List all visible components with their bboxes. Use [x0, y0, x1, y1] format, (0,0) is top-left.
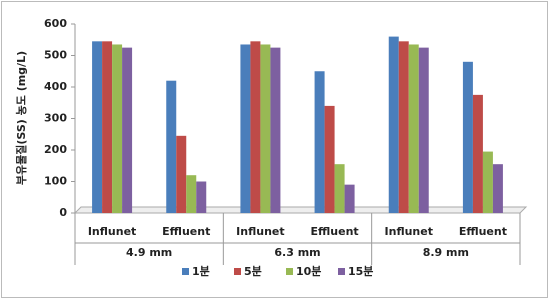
legend-swatch	[234, 268, 241, 275]
y-tick-label: 100	[44, 175, 67, 188]
x-tick-label: Effluent	[162, 225, 210, 238]
y-tick-label: 500	[44, 49, 67, 62]
x-tick-label: Influnet	[385, 225, 433, 238]
bar	[260, 44, 271, 213]
x-tick-label: Effluent	[310, 225, 358, 238]
bar	[388, 36, 399, 213]
bar	[398, 41, 409, 214]
legend-label: 10분	[296, 265, 321, 278]
bar	[314, 71, 325, 213]
bar	[186, 175, 197, 213]
x-tick-label: Influnet	[88, 225, 136, 238]
bar	[408, 44, 419, 213]
y-tick-label: 400	[44, 80, 67, 93]
y-tick-label: 600	[44, 17, 67, 30]
bar	[334, 164, 345, 213]
bar	[270, 47, 281, 213]
bar	[166, 80, 177, 213]
legend-swatch	[286, 268, 293, 275]
y-axis-label: 부유물질(SS) 농도 (mg/L)	[15, 51, 28, 185]
bar	[112, 44, 123, 213]
floor	[73, 206, 528, 214]
legend-label: 1분	[192, 265, 210, 278]
y-tick-label: 200	[44, 143, 67, 156]
bar	[240, 44, 251, 213]
bar	[418, 47, 429, 213]
bar	[250, 41, 261, 214]
bar	[196, 181, 207, 213]
bar	[492, 164, 503, 213]
bar	[462, 61, 473, 213]
legend-swatch	[182, 268, 189, 275]
legend-swatch	[338, 268, 345, 275]
x-tick-label: Effluent	[459, 225, 507, 238]
y-tick-label: 0	[59, 206, 67, 219]
legend-label: 15분	[348, 265, 373, 278]
group-label: 8.9 mm	[423, 246, 469, 259]
group-label: 6.3 mm	[274, 246, 320, 259]
bar	[92, 41, 103, 214]
bar	[176, 135, 187, 213]
bar	[344, 184, 355, 213]
bar	[482, 151, 493, 213]
bar	[122, 47, 133, 213]
legend-label: 5분	[244, 265, 262, 278]
y-tick-label: 300	[44, 112, 67, 125]
bar	[102, 41, 113, 214]
group-label: 4.9 mm	[126, 246, 172, 259]
bar	[324, 105, 335, 213]
bar	[472, 94, 483, 213]
x-tick-label: Influnet	[236, 225, 284, 238]
